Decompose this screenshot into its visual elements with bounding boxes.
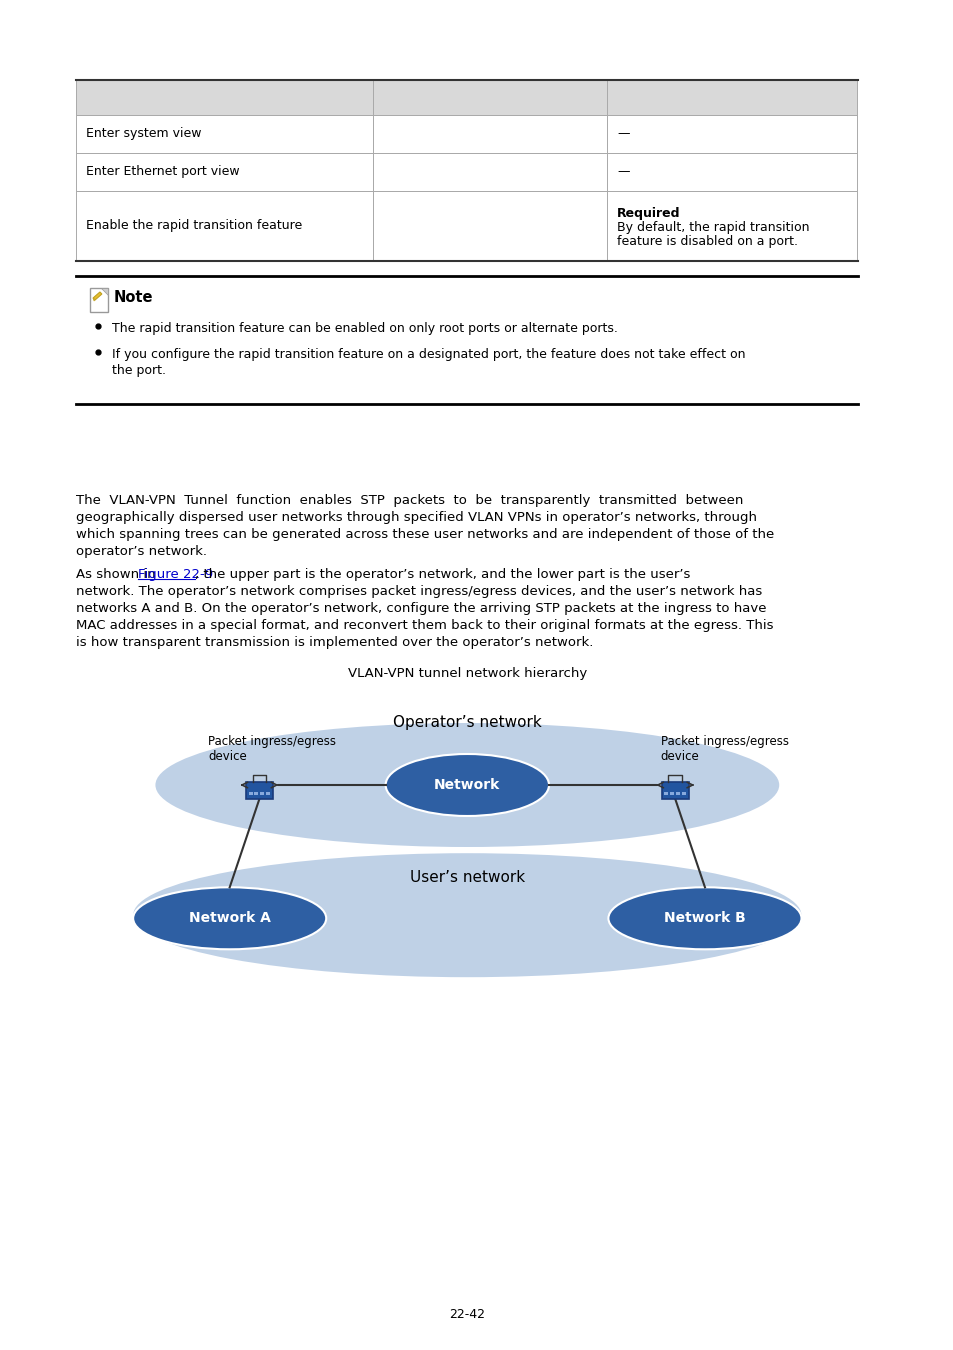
Text: 22-42: 22-42 [449,1308,485,1322]
Bar [373,153,607,190]
Text: Note: Note [113,290,153,305]
Bar [373,80,607,115]
Bar [373,115,607,153]
Text: geographically dispersed user networks through specified VLAN VPNs in operator’s: geographically dispersed user networks t… [76,512,757,524]
Ellipse shape [133,887,326,949]
Bar [266,792,270,795]
Ellipse shape [608,887,801,949]
Bar [76,115,373,153]
Bar [76,80,857,115]
Polygon shape [93,298,95,301]
Bar [681,792,685,795]
Text: User’s network: User’s network [410,871,524,886]
Bar [664,792,668,795]
Text: —: — [617,127,629,140]
Polygon shape [93,292,102,300]
Text: Network B: Network B [663,911,745,925]
Ellipse shape [155,724,779,846]
Bar [76,153,857,190]
Text: The  VLAN-VPN  Tunnel  function  enables  STP  packets  to  be  transparently  t: The VLAN-VPN Tunnel function enables STP… [76,494,743,508]
Text: Operator’s network: Operator’s network [393,716,541,730]
Text: Packet ingress/egress
device: Packet ingress/egress device [659,734,788,763]
Text: If you configure the rapid transition feature on a designated port, the feature : If you configure the rapid transition fe… [112,348,744,360]
Bar [607,115,857,153]
Text: networks A and B. On the operator’s network, configure the arriving STP packets : networks A and B. On the operator’s netw… [76,602,766,616]
Bar [76,115,857,153]
Bar [76,190,373,261]
Bar [607,153,857,190]
Ellipse shape [133,853,801,977]
Text: —: — [617,166,629,178]
Bar [76,190,857,261]
Text: Network: Network [434,778,500,792]
Bar [246,782,273,799]
Bar [676,792,679,795]
Bar [76,153,373,190]
Text: VLAN-VPN tunnel network hierarchy: VLAN-VPN tunnel network hierarchy [347,667,586,680]
Text: Required: Required [617,207,680,220]
Bar [660,782,688,799]
Bar [90,288,108,312]
Text: Packet ingress/egress
device: Packet ingress/egress device [208,734,336,763]
Text: which spanning trees can be generated across these user networks and are indepen: which spanning trees can be generated ac… [76,528,774,541]
Bar [76,80,373,115]
Bar [254,792,258,795]
Text: is how transparent transmission is implemented over the operator’s network.: is how transparent transmission is imple… [76,636,593,649]
Text: By default, the rapid transition: By default, the rapid transition [617,221,809,234]
Bar [607,80,857,115]
Ellipse shape [385,755,548,815]
Text: , the upper part is the operator’s network, and the lower part is the user’s: , the upper part is the operator’s netwo… [195,568,690,580]
Text: MAC addresses in a special format, and reconvert them back to their original for: MAC addresses in a special format, and r… [76,620,773,632]
Text: The rapid transition feature can be enabled on only root ports or alternate port: The rapid transition feature can be enab… [112,323,617,335]
Bar [670,792,674,795]
Text: operator’s network.: operator’s network. [76,545,207,558]
Bar [373,190,607,261]
Text: Enable the rapid transition feature: Enable the rapid transition feature [86,220,302,232]
Bar [260,792,264,795]
Text: the port.: the port. [112,364,166,377]
Bar [607,190,857,261]
Text: As shown in: As shown in [76,568,160,580]
Text: network. The operator’s network comprises packet ingress/egress devices, and the: network. The operator’s network comprise… [76,585,761,598]
Text: Enter Ethernet port view: Enter Ethernet port view [86,166,239,178]
Bar [249,792,253,795]
Text: Figure 22-9: Figure 22-9 [138,568,213,580]
Text: Enter system view: Enter system view [86,127,201,140]
Text: feature is disabled on a port.: feature is disabled on a port. [617,235,798,248]
Polygon shape [101,288,108,296]
Text: Network A: Network A [189,911,271,925]
